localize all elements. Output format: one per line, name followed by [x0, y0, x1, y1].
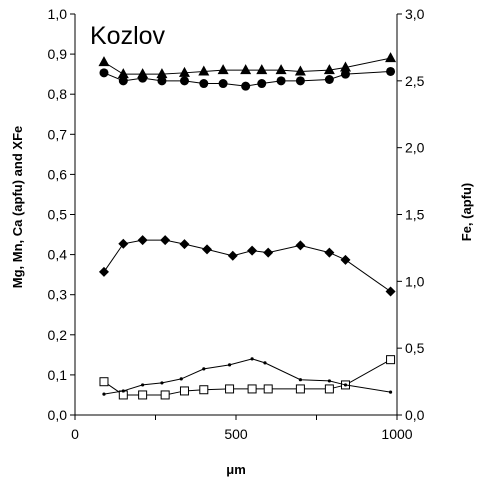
- dot-point: [327, 379, 331, 383]
- circle-point: [218, 79, 228, 89]
- diamond-point: [160, 235, 171, 246]
- series-open-square: [99, 355, 396, 400]
- dot-point: [102, 392, 106, 396]
- square-point: [99, 377, 109, 387]
- circle-point: [118, 76, 128, 86]
- y-right-tick-label: 0,5: [405, 340, 425, 356]
- dot-point: [388, 390, 393, 394]
- circle-point: [241, 81, 251, 91]
- y-left-tick-label: 0,9: [48, 46, 68, 62]
- diamond-point: [385, 286, 396, 297]
- series-circle: [99, 66, 396, 91]
- y-axis-left-title: Mg, Mn, Ca (apfu) and XFe: [10, 126, 25, 289]
- series-diamond: [98, 235, 396, 297]
- y-left-tick-label: 0,8: [48, 86, 68, 102]
- x-tick-label: 500: [224, 426, 248, 442]
- circle-point: [340, 69, 350, 79]
- triangle-point: [198, 65, 210, 76]
- triangle-point: [117, 68, 129, 79]
- y-left-tick-label: 0,5: [48, 207, 68, 223]
- y-left-tick-label: 0,6: [48, 166, 68, 182]
- diamond-point: [98, 266, 109, 277]
- square-point: [386, 355, 396, 365]
- series-line: [103, 239, 391, 292]
- square-point: [225, 384, 235, 394]
- circle-point: [199, 79, 209, 89]
- circle-point: [99, 68, 109, 78]
- circle-point: [257, 79, 267, 89]
- diamond-point: [263, 247, 274, 258]
- square-point: [263, 384, 273, 394]
- triangle-point: [275, 64, 287, 75]
- y-right-tick-label: 2,0: [405, 140, 425, 156]
- triangle-point: [385, 52, 397, 63]
- circle-point: [386, 66, 396, 76]
- square-point: [247, 384, 257, 394]
- diamond-point: [227, 250, 238, 261]
- dot-point: [298, 378, 302, 382]
- square-point: [179, 386, 189, 396]
- y-right-tick-label: 1,5: [405, 207, 425, 223]
- y-right-tick-label: 3,0: [405, 6, 425, 22]
- y-left-tick-label: 0,7: [48, 126, 68, 142]
- dot-point: [263, 361, 267, 365]
- circle-point: [138, 73, 148, 83]
- square-point: [324, 384, 334, 394]
- y-left-tick-label: 1,0: [48, 6, 68, 22]
- dot-point: [141, 383, 145, 387]
- x-tick-label: 0: [71, 426, 79, 442]
- y-right-tick-label: 2,5: [405, 73, 425, 89]
- diamond-point: [137, 235, 148, 246]
- y-left-tick-label: 0,2: [48, 327, 68, 343]
- y-left-tick-label: 0,0: [48, 407, 68, 423]
- diamond-point: [247, 245, 258, 256]
- triangle-point: [240, 64, 252, 75]
- dot-point: [250, 357, 254, 361]
- square-point: [138, 390, 148, 400]
- triangle-point: [98, 56, 110, 67]
- chart-ticks: 0,0 0,1 0,2 0,3 0,4 0,5 0,6 0,7 0,8 0,9 1,0 0,0 0,5 1…: [48, 6, 425, 442]
- circle-point: [276, 76, 286, 86]
- dot-point: [227, 363, 232, 367]
- triangle-point: [339, 61, 351, 72]
- y-left-tick-label: 0,4: [48, 247, 68, 263]
- y-right-tick-label: 1,0: [405, 273, 425, 289]
- dot-point: [179, 377, 183, 381]
- series-small-dot: [102, 357, 393, 396]
- y-left-tick-label: 0,3: [48, 287, 68, 303]
- dot-point: [160, 381, 164, 385]
- diamond-point: [340, 254, 351, 265]
- circle-point: [295, 76, 305, 86]
- square-point: [160, 390, 170, 400]
- triangle-point: [178, 66, 190, 77]
- y-right-tick-label: 0,0: [405, 407, 425, 423]
- dot-point: [202, 367, 206, 371]
- dot-point: [343, 383, 348, 387]
- chart-title: Kozlov: [90, 22, 166, 50]
- circle-point: [324, 74, 334, 84]
- triangle-point: [323, 64, 335, 75]
- circle-point: [179, 76, 189, 86]
- diamond-point: [202, 244, 213, 255]
- triangle-point: [156, 68, 168, 79]
- chart-series: [98, 52, 397, 400]
- square-point: [295, 384, 305, 394]
- x-axis-title: μm: [226, 462, 246, 477]
- diamond-point: [324, 247, 335, 258]
- square-point: [199, 385, 209, 395]
- series-line: [103, 359, 391, 396]
- x-tick-label: 1000: [381, 426, 412, 442]
- series-triangle: [98, 52, 397, 79]
- triangle-point: [217, 64, 229, 75]
- circle-point: [157, 76, 167, 86]
- diamond-point: [295, 240, 306, 251]
- triangle-point: [294, 65, 306, 76]
- diamond-point: [118, 238, 129, 249]
- y-axis-right-title: Fe, (apfu): [459, 183, 474, 242]
- y-left-tick-label: 0,1: [48, 367, 68, 383]
- diamond-point: [179, 239, 190, 250]
- dot-point: [121, 389, 125, 393]
- triangle-point: [256, 64, 268, 75]
